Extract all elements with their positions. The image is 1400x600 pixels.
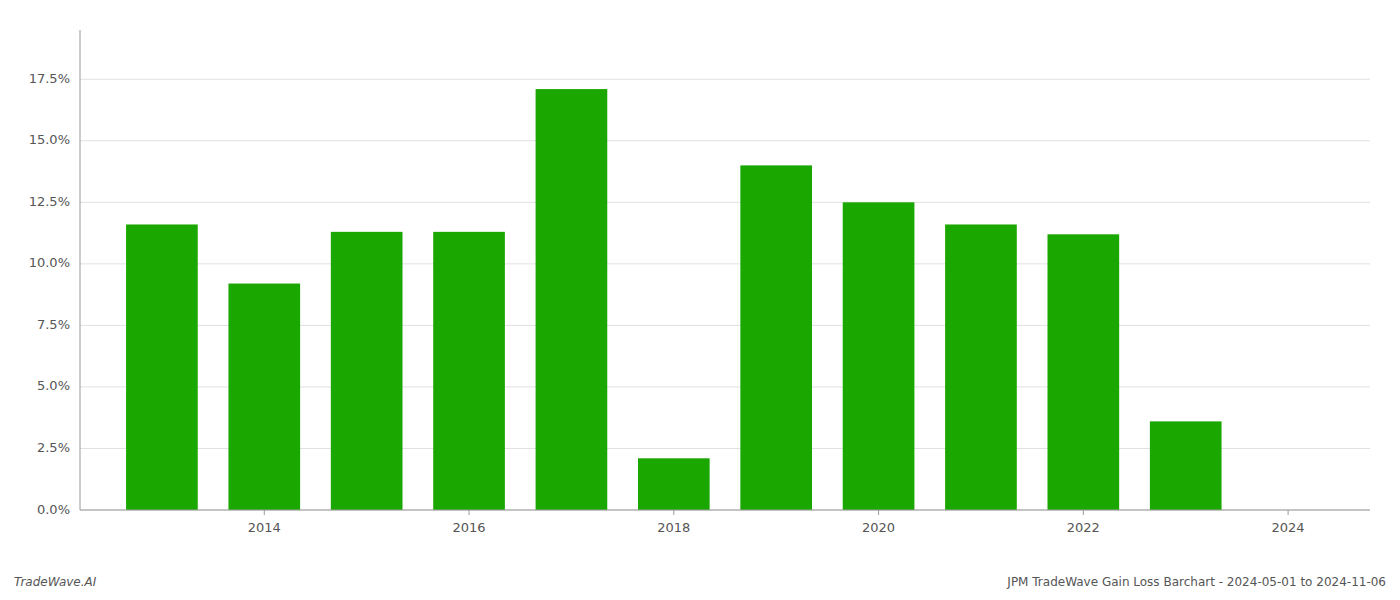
footer-left: TradeWave.AI: [14, 575, 97, 589]
y-tick-label: 10.0%: [29, 255, 70, 270]
x-tick-label: 2014: [248, 520, 281, 535]
x-tick: [469, 510, 470, 515]
x-tick: [264, 510, 265, 515]
bar: [331, 232, 403, 510]
x-tick: [673, 510, 674, 515]
y-tick-label: 17.5%: [29, 71, 70, 86]
x-tick-label: 2018: [657, 520, 690, 535]
y-axis-line: [80, 30, 81, 510]
x-axis: 2014 2016 2018 2020 2022 2024: [80, 510, 1370, 535]
y-tick-label: 5.0%: [37, 378, 70, 393]
grid: [80, 79, 1370, 510]
y-tick-label: 2.5%: [37, 440, 70, 455]
x-tick-label: 2016: [453, 520, 486, 535]
chart: 0.0% 2.5% 5.0% 7.5% 10.0% 12.5% 15.0% 17.5% 2014…: [0, 0, 1400, 600]
grid-line: [80, 79, 1370, 80]
bar: [126, 224, 198, 510]
bar: [740, 165, 812, 510]
x-tick: [878, 510, 879, 515]
chart-container: 0.0% 2.5% 5.0% 7.5% 10.0% 12.5% 15.0% 17.5% 2014…: [0, 0, 1400, 600]
y-tick-label: 0.0%: [37, 502, 70, 517]
x-tick-label: 2024: [1272, 520, 1305, 535]
x-tick-label: 2020: [862, 520, 895, 535]
x-tick: [1083, 510, 1084, 515]
x-tick-label: 2022: [1067, 520, 1100, 535]
footer-right: JPM TradeWave Gain Loss Barchart - 2024-…: [1006, 575, 1386, 589]
grid-line: [80, 140, 1370, 141]
x-axis-line: [80, 510, 1370, 511]
y-tick-label: 12.5%: [29, 194, 70, 209]
bar: [945, 224, 1017, 510]
grid-line: [80, 510, 1370, 511]
y-tick-label: 15.0%: [29, 132, 70, 147]
x-tick: [1288, 510, 1289, 515]
bar: [1150, 421, 1222, 510]
y-axis: 0.0% 2.5% 5.0% 7.5% 10.0% 12.5% 15.0% 17.5%: [29, 30, 80, 517]
bar: [638, 458, 710, 510]
bars: [126, 89, 1221, 510]
bar: [843, 202, 915, 510]
grid-line: [80, 202, 1370, 203]
bar: [1048, 234, 1120, 510]
y-tick-label: 7.5%: [37, 317, 70, 332]
bar: [536, 89, 608, 510]
grid-line: [80, 263, 1370, 264]
bar: [228, 284, 300, 510]
bar: [433, 232, 505, 510]
